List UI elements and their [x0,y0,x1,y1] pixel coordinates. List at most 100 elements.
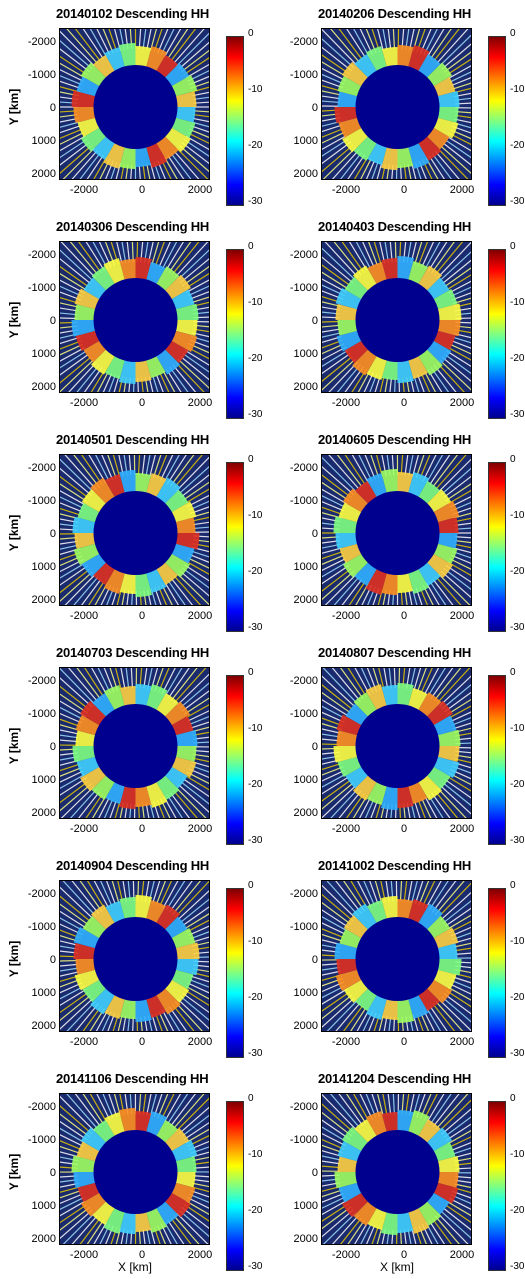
heatmap-streak [322,456,357,493]
heatmap-streak [176,1212,209,1244]
heatmap-streak [377,588,384,605]
heatmap-streak [391,164,394,179]
heatmap-streak [96,29,111,56]
x-tick-label: -2000 [69,823,99,835]
heatmap-streak [428,155,445,179]
colorbar-tick-label: 0 [510,28,516,39]
heatmap-streak [93,881,109,908]
heatmap-streak [322,691,351,714]
heatmap-ring-segment [417,774,443,801]
heatmap-streak [188,128,209,139]
y-tick-label: -1000 [27,921,56,933]
heatmap-streak [160,158,172,179]
heatmap-ring-segment [366,354,388,380]
heatmap-streak [60,347,85,362]
heatmap-ring-segment [155,1200,179,1225]
heatmap-ring-segment [163,1192,191,1218]
heatmap-streak [60,1166,78,1169]
colorbar-tick-label: -10 [510,1149,525,1160]
heatmap-ring-segment [381,997,398,1020]
heatmap-streak [176,573,209,605]
heatmap-ring-segment [145,141,167,168]
heatmap-ring-segment [436,107,459,123]
heatmap-streak [322,962,340,966]
y-tick-label: 2000 [293,168,318,180]
x-tick-label: 2000 [449,823,475,835]
heatmap-streak [125,164,129,179]
heatmap-streak [60,780,90,804]
heatmap-streak [190,1146,209,1154]
heatmap-ring-segment [367,141,388,165]
heatmap-streak [322,501,345,512]
heatmap-streak [60,285,83,297]
heatmap-streak [448,132,471,146]
heatmap-ring-segment [155,904,181,931]
heatmap-ring-segment [337,91,359,107]
heatmap-ring-segment [407,141,430,169]
heatmap-streak [122,1016,127,1031]
heatmap-streak [435,576,462,605]
heatmap-streak [188,500,209,511]
heatmap-ring-segment [155,135,179,160]
heatmap-streak [186,346,209,360]
heatmap-streak [178,1209,209,1238]
heatmap-streak [333,576,360,605]
heatmap-streak [454,92,471,98]
heatmap-ring-segment [337,1141,363,1162]
heatmap-ring-segment [155,774,180,800]
heatmap-streak [443,51,471,73]
heatmap-ring-segment [436,90,460,107]
heatmap-streak [322,335,343,344]
heatmap-streak [423,1010,435,1031]
y-tick-label: 2000 [293,594,318,606]
heatmap-streak [144,377,149,392]
heatmap-streak [452,976,471,984]
heatmap-streak [324,242,359,278]
x-tick-label: 2000 [449,610,475,622]
heatmap-streak [60,756,79,761]
heatmap-ring-segment [103,141,126,169]
colorbar [488,36,506,206]
heatmap-streak [66,1094,98,1129]
heatmap-streak [193,964,209,968]
heatmap-streak [364,798,375,818]
heatmap-streak [439,359,471,391]
heatmap-streak [96,1094,111,1121]
heatmap-streak [451,979,471,989]
heatmap-streak [161,242,178,269]
heatmap-svg [322,29,471,179]
colorbar-tick-label: 0 [248,241,254,252]
heatmap-streak [60,1175,78,1178]
heatmap-streak [137,377,139,392]
heatmap-streak [453,122,471,129]
heatmap-streak [190,936,209,944]
heatmap-streak [322,332,342,338]
heatmap-streak [179,995,209,1021]
heatmap-streak [322,349,349,367]
heatmap-ring-segment [135,1210,152,1232]
heatmap-streak [60,982,83,994]
heatmap-streak [81,579,102,605]
heatmap-streak [322,751,340,755]
heatmap-streak [143,668,148,689]
heatmap-streak [60,536,78,540]
heatmap-ring-segment [80,700,108,726]
heatmap-streak [322,474,352,499]
heatmap-streak [183,1122,209,1141]
heatmap-ring-segment [80,62,108,87]
heatmap-streak [427,242,448,272]
heatmap-ring-segment [407,993,429,1019]
heatmap-streak [397,1094,400,1115]
heatmap-streak [425,455,444,484]
y-tick-label: -2000 [289,36,318,48]
heatmap-ring-segment [436,517,459,533]
heatmap-ring-segment [145,567,167,593]
colorbar [488,888,506,1058]
heatmap-ring-segment [174,320,198,337]
heatmap-streak [60,1127,86,1144]
colorbar-tick-label: -30 [248,196,263,207]
heatmap-streak [322,933,343,942]
heatmap-streak [322,320,340,323]
heatmap-streak [322,997,355,1028]
heatmap-streak [454,1157,471,1162]
